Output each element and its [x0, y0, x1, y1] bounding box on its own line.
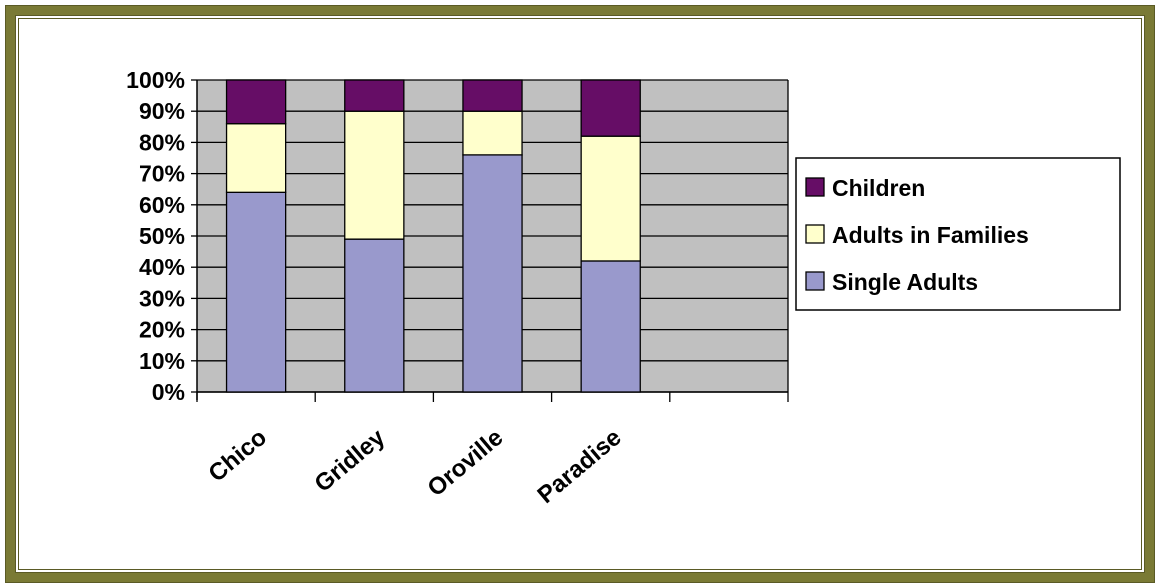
y-tick-label: 80%: [139, 129, 185, 155]
bar-chico-children: [225, 79, 287, 125]
bar-gridley-children: [344, 79, 405, 112]
legend-label: Single Adults: [832, 269, 978, 295]
y-tick-label: 10%: [139, 348, 185, 374]
chart-border: [6, 6, 1154, 582]
bar-chico-single-adults: [225, 191, 287, 393]
legend-label: Children: [832, 175, 925, 201]
x-tick-label: Paradise: [533, 424, 627, 509]
bar-oroville-children: [462, 79, 523, 112]
x-tick-label: Chico: [204, 424, 272, 488]
legend-swatch: [805, 177, 825, 197]
bar-chico-adults-in-families: [225, 123, 287, 193]
legend-label: Adults in Families: [832, 222, 1029, 248]
bar-oroville-single-adults: [462, 154, 523, 393]
y-tick-label: 100%: [126, 67, 185, 93]
y-tick-label: 20%: [139, 317, 185, 343]
y-tick-label: 0%: [152, 379, 185, 405]
legend-swatch: [805, 271, 825, 291]
bar-paradise-adults-in-families: [580, 135, 641, 262]
bar-paradise-single-adults: [580, 260, 641, 393]
bar-gridley-adults-in-families: [344, 110, 405, 240]
y-tick-label: 50%: [139, 223, 185, 249]
y-tick-label: 60%: [139, 192, 185, 218]
bar-oroville-adults-in-families: [462, 110, 523, 156]
y-tick-label: 90%: [139, 98, 185, 124]
x-tick-label: Gridley: [309, 423, 390, 497]
bar-paradise-children: [580, 79, 641, 137]
y-tick-label: 70%: [139, 161, 185, 187]
bar-gridley-single-adults: [344, 238, 405, 393]
x-tick-label: Oroville: [423, 424, 509, 502]
legend-swatch: [805, 224, 825, 244]
y-tick-label: 30%: [139, 285, 185, 311]
y-tick-label: 40%: [139, 254, 185, 280]
legend-box: [795, 157, 1121, 311]
chart-inner-border: [18, 18, 1142, 570]
